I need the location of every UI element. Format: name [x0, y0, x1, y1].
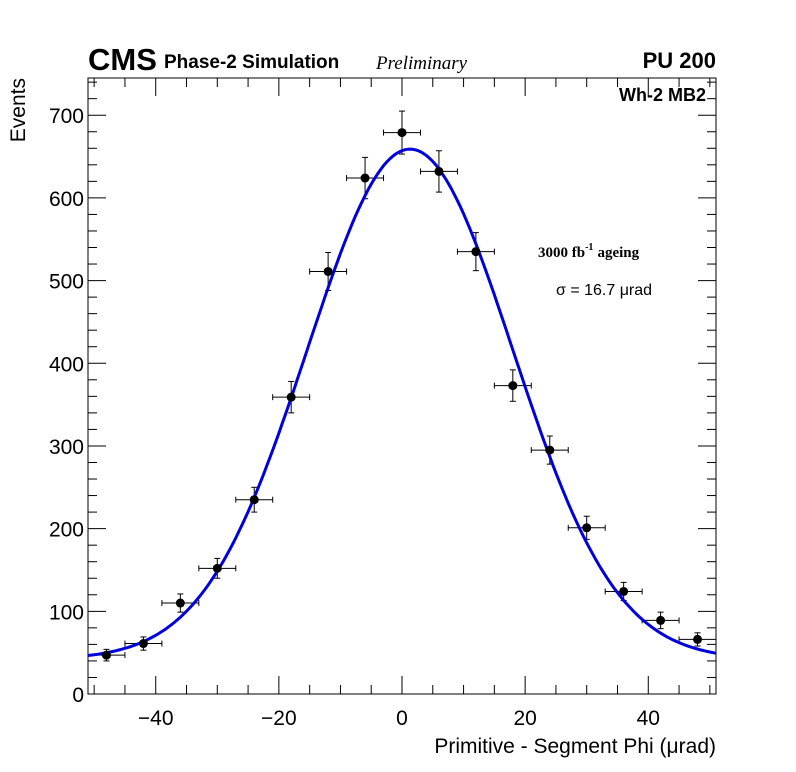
- error-bars: [87, 110, 717, 662]
- y-axis-label: Events: [7, 78, 30, 142]
- data-point: [360, 173, 370, 183]
- y-tick-label: 500: [49, 271, 84, 294]
- ageing-suffix: ageing: [597, 245, 639, 261]
- y-tick-label: 400: [49, 353, 84, 376]
- cms-label: CMS: [88, 42, 157, 77]
- data-point: [212, 563, 222, 573]
- preliminary-label: Preliminary: [375, 53, 468, 74]
- x-axis-label: Primitive - Segment Phi (μrad): [434, 735, 716, 758]
- pileup-label: PU 200: [643, 48, 716, 73]
- data-point: [434, 166, 444, 176]
- y-tick-label: 600: [49, 188, 84, 211]
- gaussian-fit-curve: [87, 147, 717, 657]
- data-point: [471, 247, 481, 257]
- ageing-annotation: 3000 fb-1 ageing: [538, 242, 640, 261]
- data-point: [656, 615, 666, 625]
- x-tick-label: −40: [138, 707, 174, 730]
- y-tick-label: 0: [72, 684, 84, 707]
- data-point: [249, 495, 259, 505]
- data-points: [101, 128, 703, 660]
- sigma-annotation: σ = 16.7 μrad: [556, 282, 652, 299]
- x-tick-label: 0: [396, 707, 408, 730]
- data-point: [582, 523, 592, 533]
- x-axis-ticks: −40 −20 0 20 40: [93, 78, 711, 730]
- y-axis-ticks: 0 100 200 300 400 500 600 700: [49, 81, 716, 707]
- y-tick-label: 100: [49, 601, 84, 624]
- data-point: [286, 392, 296, 402]
- data-point: [619, 586, 629, 596]
- x-tick-label: −20: [261, 707, 297, 730]
- data-point: [138, 639, 148, 649]
- phase2-label: Phase-2 Simulation: [164, 52, 339, 73]
- data-point: [323, 266, 333, 276]
- x-tick-label: 20: [513, 707, 536, 730]
- y-tick-label: 200: [49, 519, 84, 542]
- x-tick-label: 40: [637, 707, 660, 730]
- ageing-value: 3000 fb: [538, 245, 585, 261]
- data-point: [545, 445, 555, 455]
- data-point: [101, 650, 111, 660]
- y-tick-label: 700: [49, 105, 84, 128]
- data-point: [508, 381, 518, 391]
- data-point: [397, 128, 407, 138]
- ageing-exponent: -1: [585, 242, 593, 253]
- data-point: [693, 634, 703, 644]
- station-label: Wh-2 MB2: [619, 85, 706, 105]
- y-tick-label: 300: [49, 436, 84, 459]
- data-point: [175, 598, 185, 608]
